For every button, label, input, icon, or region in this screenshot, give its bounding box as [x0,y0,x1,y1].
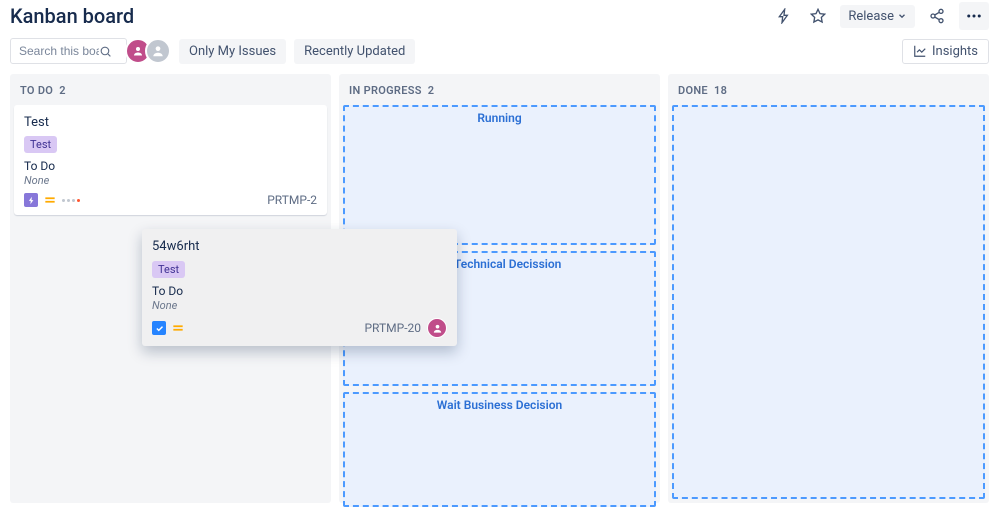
column-header-done: DONE 18 [668,74,989,105]
progress-dots [62,199,80,202]
search-input[interactable] [19,44,99,58]
column-header-todo: TO DO 2 [10,74,331,105]
more-menu-button[interactable] [959,2,989,30]
column-count: 2 [59,84,66,97]
card-title: 54w6rht [152,239,447,254]
avatar-unassigned[interactable] [145,38,171,64]
search-icon [99,45,112,58]
star-icon[interactable] [806,4,830,28]
recently-updated-button[interactable]: Recently Updated [294,39,415,64]
epic-icon [24,193,38,207]
insights-label: Insights [932,44,978,59]
share-icon[interactable] [925,4,949,28]
release-button[interactable]: Release [840,5,915,28]
toolbar-right: Insights [902,39,989,64]
board-toolbar: Only My Issues Recently Updated Insights [0,32,999,74]
card-footer: PRTMP-20 [152,318,447,338]
column-body-done[interactable] [668,105,989,503]
column-label: IN PROGRESS [349,84,422,97]
chart-icon [913,44,927,58]
card-key: PRTMP-2 [267,193,317,207]
release-label: Release [848,9,894,24]
card-status: To Do [152,284,447,298]
avatar-group [131,38,171,64]
board-title: Kanban board [10,4,134,28]
card-footer: PRTMP-2 [24,193,317,207]
automation-icon[interactable] [772,4,796,28]
priority-medium-icon [43,193,57,207]
board-header: Kanban board Release [0,0,999,32]
only-my-issues-button[interactable]: Only My Issues [179,39,286,64]
card-assignee: None [24,174,317,187]
column-label: DONE [678,84,708,97]
search-box[interactable] [10,38,127,64]
kanban-board: TO DO 2 Test Test To Do None [0,74,999,503]
task-icon [152,321,166,335]
card-tag: Test [24,136,57,153]
card-tag: Test [152,261,185,278]
dropzone-label: Wait Business Decision [345,398,654,412]
assignee-avatar[interactable] [427,318,447,338]
dropzone-running[interactable]: Running [343,105,656,245]
dropzone-label: Running [345,111,654,125]
column-count: 18 [714,84,727,97]
chevron-down-icon [897,11,907,21]
card-title: Test [24,115,317,130]
priority-medium-icon [171,321,185,335]
card-assignee: None [152,299,447,312]
column-count: 2 [428,84,435,97]
insights-button[interactable]: Insights [902,39,989,64]
header-actions: Release [772,2,989,30]
card-status: To Do [24,159,317,173]
dropzone-business[interactable]: Wait Business Decision [343,392,656,507]
card-key: PRTMP-20 [364,321,421,335]
column-header-inprogress: IN PROGRESS 2 [339,74,660,105]
column-done: DONE 18 [668,74,989,503]
column-label: TO DO [20,84,53,97]
card-dragging[interactable]: 54w6rht Test To Do None PRTMP-20 [142,229,457,346]
dropzone-done[interactable] [672,105,985,499]
card-test[interactable]: Test Test To Do None [14,105,327,215]
